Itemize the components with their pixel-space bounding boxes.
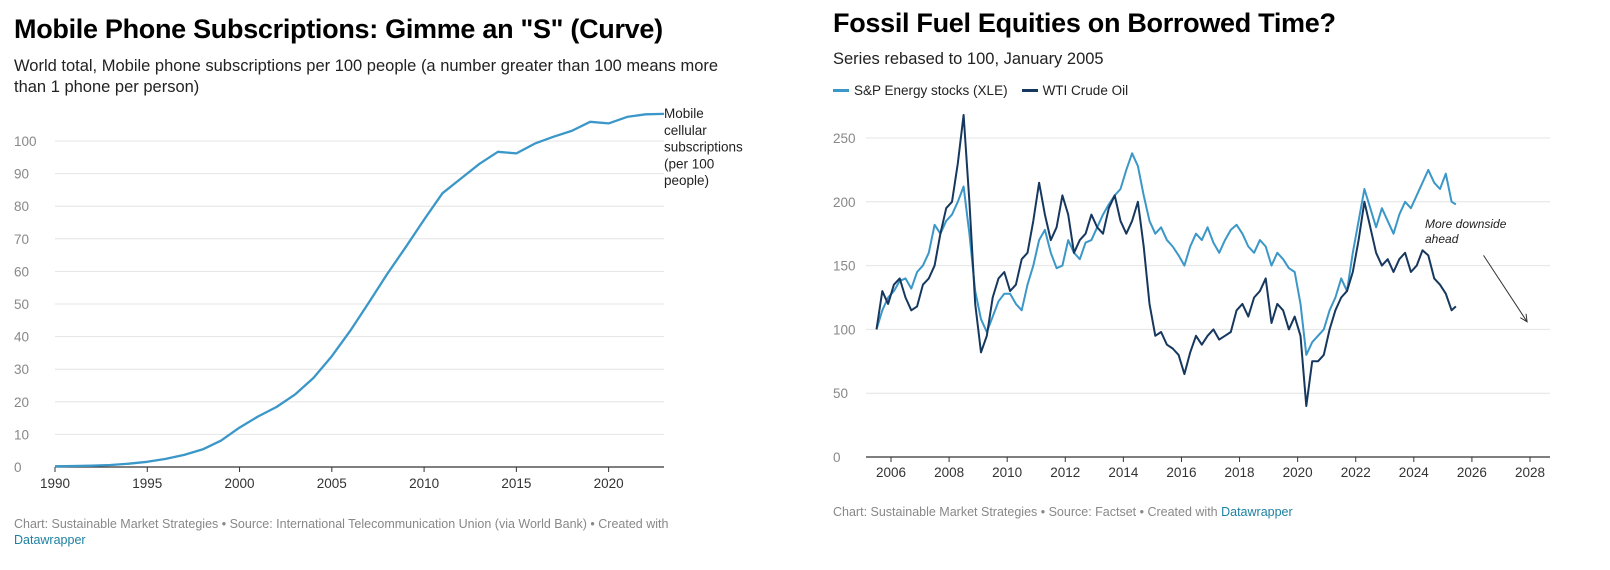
y-tick-label: 100 xyxy=(14,134,37,149)
chart-title: Mobile Phone Subscriptions: Gimme an "S"… xyxy=(14,14,663,44)
fossil-chart-plot: 0 50 100 150 200 250 2006 2008 2010 2012 2014 2016 2… xyxy=(833,114,1550,480)
chart-footer: Chart: Sustainable Market Strategies • S… xyxy=(833,504,1293,520)
series-line-mobile xyxy=(54,112,665,468)
x-tick-label: 2028 xyxy=(1515,465,1545,480)
y-tick-label: 60 xyxy=(14,264,29,279)
x-tick-label: 2020 xyxy=(594,476,624,491)
x-tick-label: 2012 xyxy=(1050,465,1080,480)
series-label-line: subscriptions xyxy=(664,140,743,155)
y-tick-label: 50 xyxy=(833,386,848,401)
x-tick-label: 2006 xyxy=(876,465,906,480)
legend-label: WTI Crude Oil xyxy=(1042,83,1129,98)
footer-credit: Chart: Sustainable Market Strategies • S… xyxy=(14,517,669,531)
series-label-line: people) xyxy=(664,173,709,188)
x-tick-label: 2015 xyxy=(501,476,531,491)
y-tick-label: 150 xyxy=(833,259,856,274)
annotation-arrow xyxy=(1483,255,1528,323)
legend-swatch xyxy=(833,89,849,92)
y-tick-label: 0 xyxy=(833,450,841,465)
x-tick-label: 2014 xyxy=(1108,465,1139,480)
legend-label: S&P Energy stocks (XLE) xyxy=(854,83,1008,98)
annotation-line: ahead xyxy=(1425,232,1459,246)
y-tick-label: 40 xyxy=(14,330,29,345)
y-tick-label: 80 xyxy=(14,199,29,214)
y-tick-label: 90 xyxy=(14,167,29,182)
annotation-line: More downside xyxy=(1425,217,1507,231)
legend-item-wti: WTI Crude Oil xyxy=(1021,83,1129,98)
x-tick-label: 2010 xyxy=(409,476,439,491)
chart-title: Fossil Fuel Equities on Borrowed Time? xyxy=(833,8,1336,38)
x-tick-label: 2008 xyxy=(934,465,964,480)
mobile-chart-plot: 0 10 20 30 40 50 60 70 80 90 100 1990 1995 2000 2005 20… xyxy=(14,106,743,491)
fossil-chart-panel: Fossil Fuel Equities on Borrowed Time? S… xyxy=(820,0,1610,570)
y-tick-label: 0 xyxy=(14,460,22,475)
chart-footer: Chart: Sustainable Market Strategies • S… xyxy=(14,516,734,548)
series-label-line: Mobile xyxy=(664,106,704,121)
series-label-line: (per 100 xyxy=(664,156,714,171)
x-tick-label: 2018 xyxy=(1225,465,1255,480)
series-line-wti xyxy=(875,114,1457,407)
legend-item-xle: S&P Energy stocks (XLE) xyxy=(833,83,1008,98)
x-tick-label: 2010 xyxy=(992,465,1022,480)
series-label-mobile: Mobile cellular subscriptions (per 100 peopl… xyxy=(664,106,743,188)
y-tick-label: 70 xyxy=(14,232,29,247)
chart-legend: S&P Energy stocks (XLE) WTI Crude Oil xyxy=(833,83,1128,98)
x-tick-label: 1995 xyxy=(132,476,162,491)
datawrapper-link[interactable]: Datawrapper xyxy=(1221,505,1293,519)
y-tick-label: 20 xyxy=(14,395,29,410)
mobile-chart-panel: Mobile Phone Subscriptions: Gimme an "S"… xyxy=(0,0,780,570)
x-tick-label: 2000 xyxy=(225,476,255,491)
x-tick-label: 2026 xyxy=(1457,465,1487,480)
x-tick-label: 2022 xyxy=(1341,465,1371,480)
y-tick-label: 10 xyxy=(14,427,29,442)
datawrapper-link[interactable]: Datawrapper xyxy=(14,533,86,547)
x-tick-label: 2016 xyxy=(1166,465,1196,480)
chart-subtitle: World total, Mobile phone subscriptions … xyxy=(14,57,719,96)
x-tick-label: 2020 xyxy=(1283,465,1313,480)
y-tick-label: 50 xyxy=(14,297,29,312)
annotation-text: More downside ahead xyxy=(1425,217,1507,246)
y-tick-label: 100 xyxy=(833,322,856,337)
series-label-line: cellular xyxy=(664,123,707,138)
x-tick-label: 2005 xyxy=(317,476,347,491)
y-tick-label: 200 xyxy=(833,195,856,210)
series-line-xle xyxy=(875,152,1457,356)
y-tick-label: 250 xyxy=(833,131,856,146)
x-tick-label: 2024 xyxy=(1399,465,1430,480)
y-tick-label: 30 xyxy=(14,362,29,377)
legend-swatch xyxy=(1021,89,1038,92)
footer-credit: Chart: Sustainable Market Strategies • S… xyxy=(833,505,1218,519)
chart-subtitle: Series rebased to 100, January 2005 xyxy=(833,50,1104,68)
x-tick-label: 1990 xyxy=(40,476,70,491)
annotation-arrowhead xyxy=(1519,313,1528,323)
